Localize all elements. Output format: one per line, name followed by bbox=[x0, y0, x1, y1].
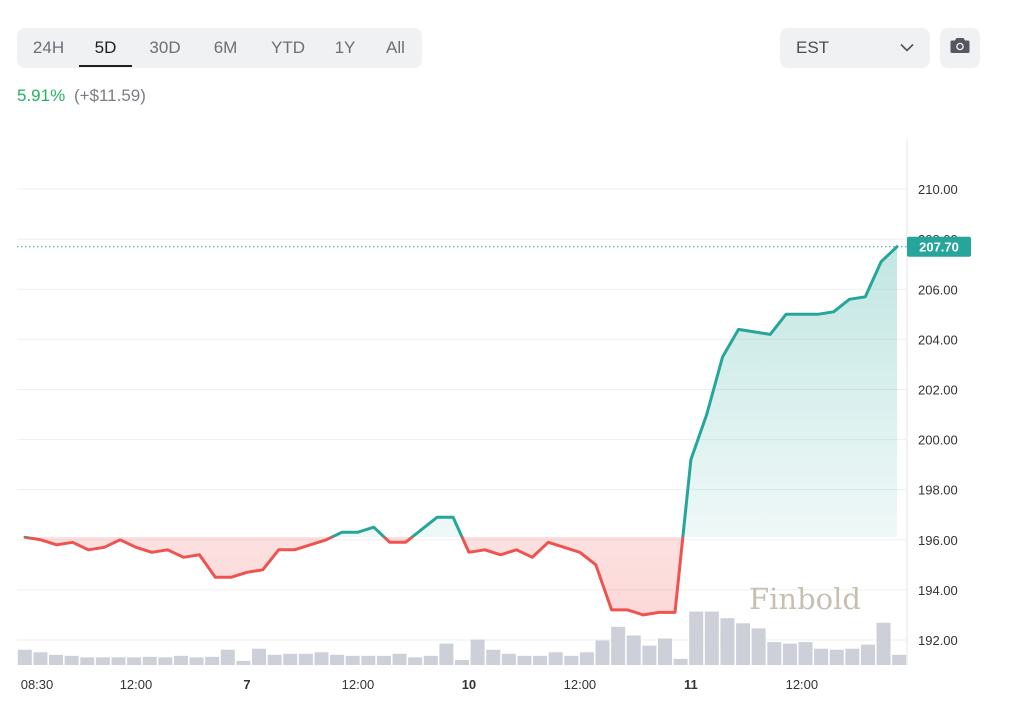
range-1y[interactable]: 1Y bbox=[334, 38, 356, 57]
last-price-label: 207.70 bbox=[919, 240, 959, 255]
volume-bar bbox=[33, 652, 48, 665]
volume-bar bbox=[64, 655, 79, 665]
change-amount: (+$11.59) bbox=[73, 86, 146, 105]
price-change: 5.91% (+$11.59) bbox=[17, 86, 146, 106]
volume-bar bbox=[454, 659, 470, 665]
volume-bar bbox=[314, 652, 329, 665]
volume-bar bbox=[95, 657, 110, 665]
volume-bar bbox=[392, 653, 407, 665]
volume-bar bbox=[876, 622, 891, 665]
volume-bar bbox=[330, 654, 345, 665]
y-tick-label: 192.00 bbox=[918, 633, 958, 648]
camera-icon bbox=[950, 37, 970, 59]
volume-bar bbox=[486, 649, 501, 665]
y-tick-label: 204.00 bbox=[918, 332, 958, 347]
volume-bar bbox=[689, 611, 704, 665]
volume-bar bbox=[782, 643, 797, 665]
volume-bar bbox=[361, 655, 376, 665]
x-tick-label: 08:30 bbox=[21, 677, 54, 692]
x-tick-label: 11 bbox=[684, 677, 698, 692]
timezone-value: EST bbox=[796, 38, 830, 57]
y-tick-label: 194.00 bbox=[918, 583, 958, 598]
volume-bar bbox=[283, 653, 298, 665]
volume-bar bbox=[205, 656, 220, 665]
volume-bar bbox=[736, 623, 751, 665]
volume-bar bbox=[704, 611, 719, 665]
last-price-tag bbox=[907, 236, 971, 257]
volume-bar bbox=[860, 644, 875, 665]
volume-bar bbox=[408, 657, 423, 665]
volume-bar bbox=[111, 657, 126, 665]
volume-bar bbox=[845, 648, 860, 665]
volume-bar bbox=[829, 649, 844, 665]
y-tick-label: 202.00 bbox=[918, 382, 958, 397]
volume-bar bbox=[767, 642, 782, 665]
y-tick-label: 210.00 bbox=[918, 182, 958, 197]
range-all[interactable]: All bbox=[386, 38, 405, 57]
volume-bar bbox=[798, 642, 813, 665]
volume-bar bbox=[17, 649, 32, 665]
price-line-down bbox=[23, 537, 685, 617]
range-ytd[interactable]: YTD bbox=[271, 38, 305, 57]
volume-bar bbox=[158, 657, 173, 665]
y-tick-label: 198.00 bbox=[918, 483, 958, 498]
volume-bar bbox=[579, 652, 594, 665]
area-fill-below-baseline bbox=[25, 537, 683, 615]
time-range-selector: 24H 5D 30D 6M YTD 1Y All bbox=[17, 28, 422, 68]
volume-bar bbox=[673, 658, 688, 665]
volume-bar bbox=[49, 654, 64, 665]
volume-bar bbox=[267, 654, 282, 665]
volume-bar bbox=[439, 643, 454, 665]
volume-bar bbox=[517, 655, 532, 665]
volume-bar bbox=[892, 654, 907, 665]
x-tick-label: 12:00 bbox=[786, 677, 819, 692]
volume-bar bbox=[642, 645, 657, 665]
area-fill-above-baseline bbox=[25, 246, 897, 538]
volume-bar bbox=[657, 638, 672, 665]
range-6m[interactable]: 6M bbox=[213, 38, 238, 57]
volume-bar bbox=[548, 652, 563, 665]
volume-bar bbox=[501, 653, 516, 665]
volume-bar bbox=[626, 635, 641, 665]
x-tick-label: 12:00 bbox=[120, 677, 153, 692]
volume-bar bbox=[376, 655, 391, 665]
volume-bar bbox=[595, 640, 610, 665]
y-tick-label: 206.00 bbox=[918, 282, 958, 297]
volume-bar bbox=[173, 655, 188, 665]
volume-bar bbox=[470, 639, 485, 665]
volume-bar bbox=[236, 660, 251, 665]
volume-bar bbox=[533, 655, 548, 665]
volume-bar bbox=[298, 653, 313, 665]
range-24h[interactable]: 24H bbox=[32, 38, 65, 57]
watermark: Finbold bbox=[749, 582, 861, 616]
volume-bar bbox=[751, 628, 766, 665]
timezone-select[interactable]: EST bbox=[780, 28, 930, 68]
volume-bar bbox=[814, 648, 829, 665]
x-tick-label: 10 bbox=[462, 677, 476, 692]
y-tick-label: 200.00 bbox=[918, 433, 958, 448]
screenshot-button[interactable] bbox=[940, 28, 980, 68]
volume-bar bbox=[611, 626, 626, 665]
volume-bar bbox=[80, 657, 95, 665]
change-percent: 5.91% bbox=[17, 86, 66, 105]
volume-bar bbox=[142, 656, 157, 665]
volume-bar bbox=[345, 655, 360, 665]
x-tick-label: 7 bbox=[243, 677, 250, 692]
chevron-down-icon bbox=[900, 39, 914, 57]
y-tick-label: 196.00 bbox=[918, 533, 958, 548]
x-tick-label: 12:00 bbox=[342, 677, 375, 692]
volume-bar bbox=[720, 618, 735, 665]
range-30d[interactable]: 30D bbox=[149, 38, 181, 57]
range-5d[interactable]: 5D bbox=[79, 28, 132, 68]
volume-bar bbox=[220, 649, 235, 665]
volume-bar bbox=[252, 648, 267, 665]
volume-bar bbox=[127, 657, 142, 665]
volume-bar bbox=[423, 655, 438, 665]
x-tick-label: 12:00 bbox=[564, 677, 597, 692]
price-line-up bbox=[23, 245, 899, 538]
volume-bar bbox=[564, 655, 579, 665]
volume-bar bbox=[189, 657, 204, 665]
